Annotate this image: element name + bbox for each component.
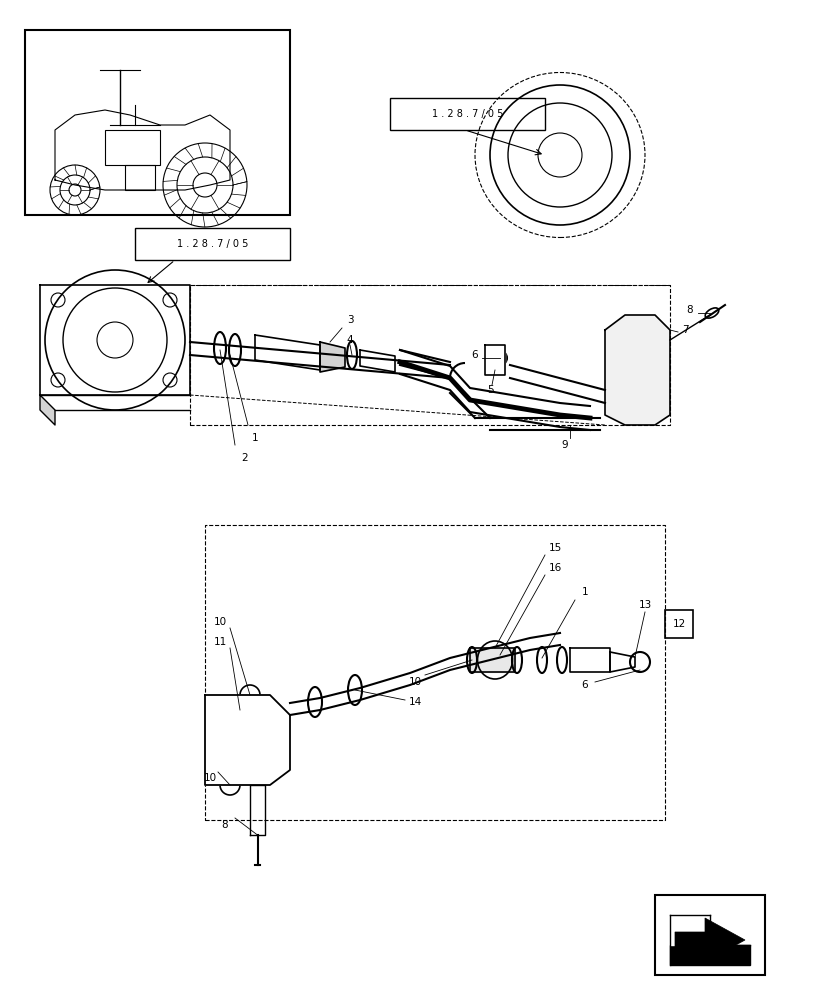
Text: 1: 1: [581, 587, 588, 597]
Polygon shape: [609, 652, 634, 672]
Text: 1 . 2 8 . 7 / 0 5: 1 . 2 8 . 7 / 0 5: [432, 109, 503, 119]
Text: 9: 9: [561, 440, 567, 450]
Polygon shape: [605, 315, 669, 425]
Text: 11: 11: [213, 637, 227, 647]
Polygon shape: [319, 342, 345, 372]
Polygon shape: [569, 648, 609, 672]
Polygon shape: [250, 785, 265, 835]
Polygon shape: [205, 695, 289, 785]
Polygon shape: [470, 648, 514, 672]
Text: 8: 8: [686, 305, 692, 315]
Bar: [25, 30, 289, 215]
Bar: [135, 228, 289, 260]
Text: 7: 7: [681, 325, 687, 335]
Polygon shape: [485, 345, 504, 375]
Text: 6: 6: [471, 350, 478, 360]
Bar: [105, 130, 160, 165]
Text: 1 . 2 8 . 7 / 0 5: 1 . 2 8 . 7 / 0 5: [177, 239, 248, 249]
Text: 14: 14: [408, 697, 421, 707]
Polygon shape: [40, 395, 55, 425]
Text: 8: 8: [222, 820, 228, 830]
Text: 4: 4: [347, 335, 353, 345]
Text: 3: 3: [347, 315, 353, 325]
Text: 6: 6: [581, 680, 588, 690]
Text: 10: 10: [213, 617, 227, 627]
Text: 5: 5: [486, 385, 493, 395]
Polygon shape: [669, 915, 709, 945]
Polygon shape: [360, 350, 394, 372]
Polygon shape: [255, 335, 319, 370]
Text: 10: 10: [203, 773, 217, 783]
Bar: [125, 165, 155, 190]
Text: 1: 1: [251, 433, 258, 443]
Text: 10: 10: [408, 677, 421, 687]
Text: 13: 13: [638, 600, 651, 610]
Bar: [390, 98, 544, 130]
Bar: [664, 610, 692, 638]
Text: 16: 16: [547, 563, 561, 573]
Text: 15: 15: [547, 543, 561, 553]
Text: 2: 2: [241, 453, 248, 463]
Polygon shape: [674, 918, 744, 962]
Polygon shape: [669, 945, 749, 965]
Bar: [654, 895, 764, 975]
Text: 12: 12: [672, 619, 685, 629]
